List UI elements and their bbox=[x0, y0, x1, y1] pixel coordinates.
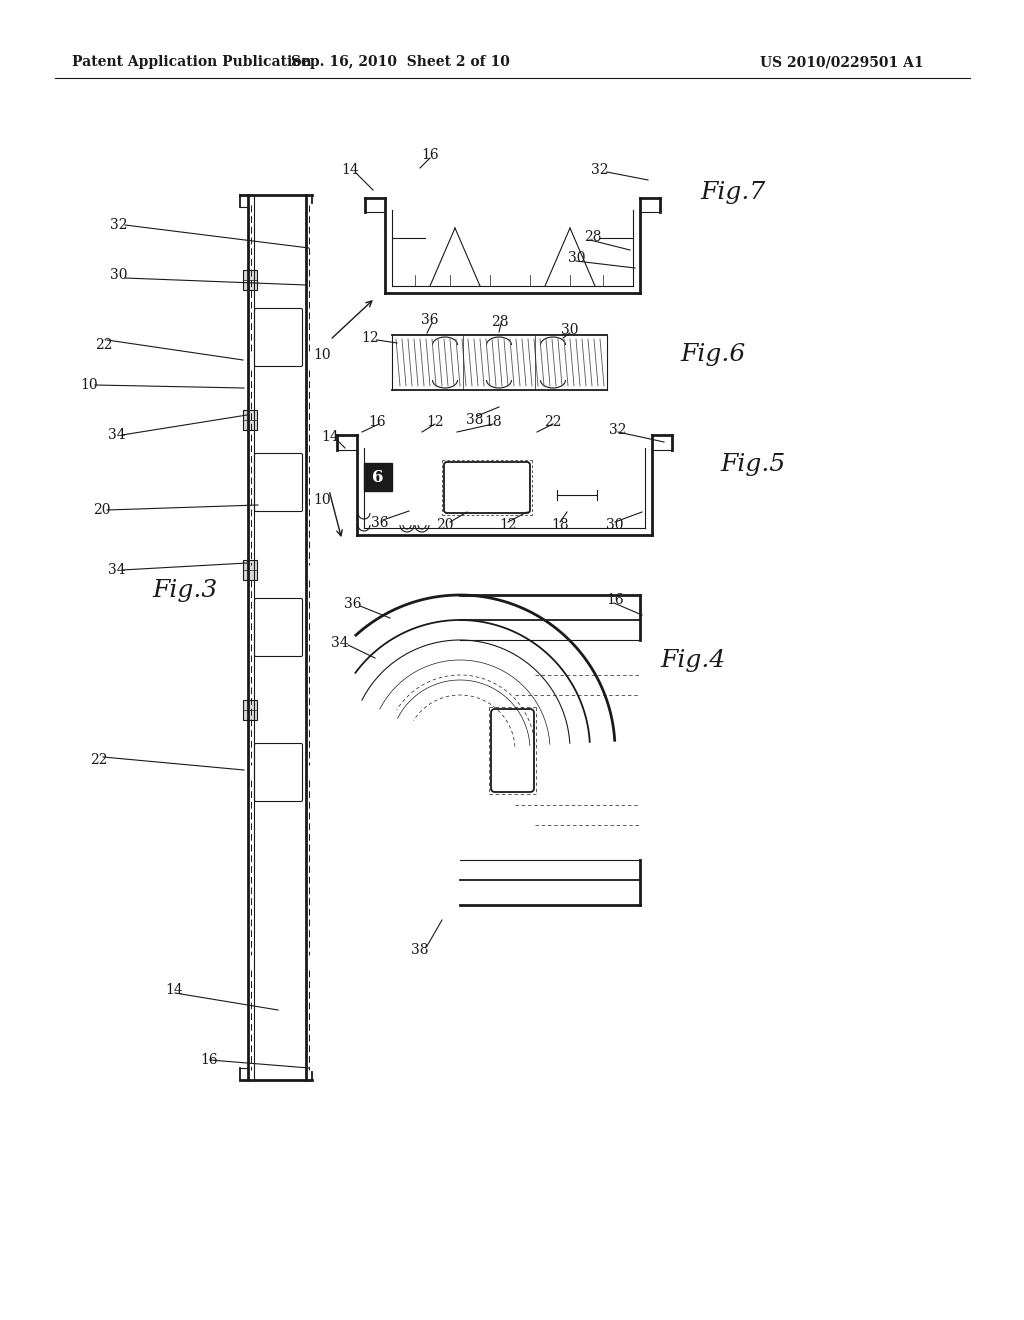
Text: 20: 20 bbox=[93, 503, 111, 517]
Text: 16: 16 bbox=[200, 1053, 218, 1067]
Text: 22: 22 bbox=[95, 338, 113, 352]
Text: 16: 16 bbox=[369, 414, 386, 429]
Text: 10: 10 bbox=[80, 378, 97, 392]
Bar bbox=[243, 271, 257, 290]
Text: 12: 12 bbox=[426, 414, 443, 429]
Text: 22: 22 bbox=[544, 414, 562, 429]
Text: 30: 30 bbox=[561, 323, 579, 337]
Text: 34: 34 bbox=[108, 428, 126, 442]
Text: 14: 14 bbox=[341, 162, 358, 177]
Text: 18: 18 bbox=[484, 414, 502, 429]
Text: 16: 16 bbox=[421, 148, 439, 162]
FancyBboxPatch shape bbox=[444, 462, 530, 513]
Bar bbox=[243, 700, 257, 719]
Text: Fig.5: Fig.5 bbox=[720, 454, 785, 477]
FancyBboxPatch shape bbox=[255, 598, 302, 656]
Text: 28: 28 bbox=[492, 315, 509, 329]
Text: 30: 30 bbox=[606, 517, 624, 532]
Text: 10: 10 bbox=[313, 492, 331, 507]
FancyBboxPatch shape bbox=[490, 709, 534, 792]
Bar bbox=[364, 463, 392, 491]
Text: 30: 30 bbox=[110, 268, 128, 282]
FancyBboxPatch shape bbox=[255, 743, 302, 801]
Text: 30: 30 bbox=[568, 251, 586, 265]
Text: 36: 36 bbox=[344, 597, 361, 611]
Text: 34: 34 bbox=[108, 564, 126, 577]
Text: 14: 14 bbox=[322, 430, 339, 444]
Text: 36: 36 bbox=[372, 516, 389, 531]
Text: 38: 38 bbox=[466, 413, 483, 426]
Text: 32: 32 bbox=[110, 218, 128, 232]
Text: Fig.4: Fig.4 bbox=[660, 648, 725, 672]
Text: 38: 38 bbox=[412, 942, 429, 957]
Text: 12: 12 bbox=[361, 331, 379, 345]
Text: 36: 36 bbox=[421, 313, 438, 327]
Text: Fig.3: Fig.3 bbox=[153, 578, 218, 602]
Text: 16: 16 bbox=[606, 593, 624, 607]
Text: 32: 32 bbox=[609, 422, 627, 437]
Text: 20: 20 bbox=[436, 517, 454, 532]
Text: Fig.7: Fig.7 bbox=[700, 181, 765, 205]
Text: 6: 6 bbox=[373, 469, 384, 486]
Text: 22: 22 bbox=[90, 752, 108, 767]
FancyBboxPatch shape bbox=[255, 454, 302, 511]
FancyBboxPatch shape bbox=[255, 309, 302, 367]
Bar bbox=[243, 411, 257, 430]
Text: 32: 32 bbox=[591, 162, 608, 177]
Text: Patent Application Publication: Patent Application Publication bbox=[72, 55, 311, 69]
Text: 28: 28 bbox=[585, 230, 602, 244]
Text: Sep. 16, 2010  Sheet 2 of 10: Sep. 16, 2010 Sheet 2 of 10 bbox=[291, 55, 509, 69]
Text: 18: 18 bbox=[551, 517, 568, 532]
Text: Fig.6: Fig.6 bbox=[680, 343, 745, 367]
Text: 10: 10 bbox=[313, 348, 331, 362]
Bar bbox=[243, 560, 257, 579]
Text: US 2010/0229501 A1: US 2010/0229501 A1 bbox=[760, 55, 924, 69]
Text: 34: 34 bbox=[331, 636, 349, 649]
Text: 14: 14 bbox=[165, 983, 182, 997]
Text: 12: 12 bbox=[499, 517, 517, 532]
